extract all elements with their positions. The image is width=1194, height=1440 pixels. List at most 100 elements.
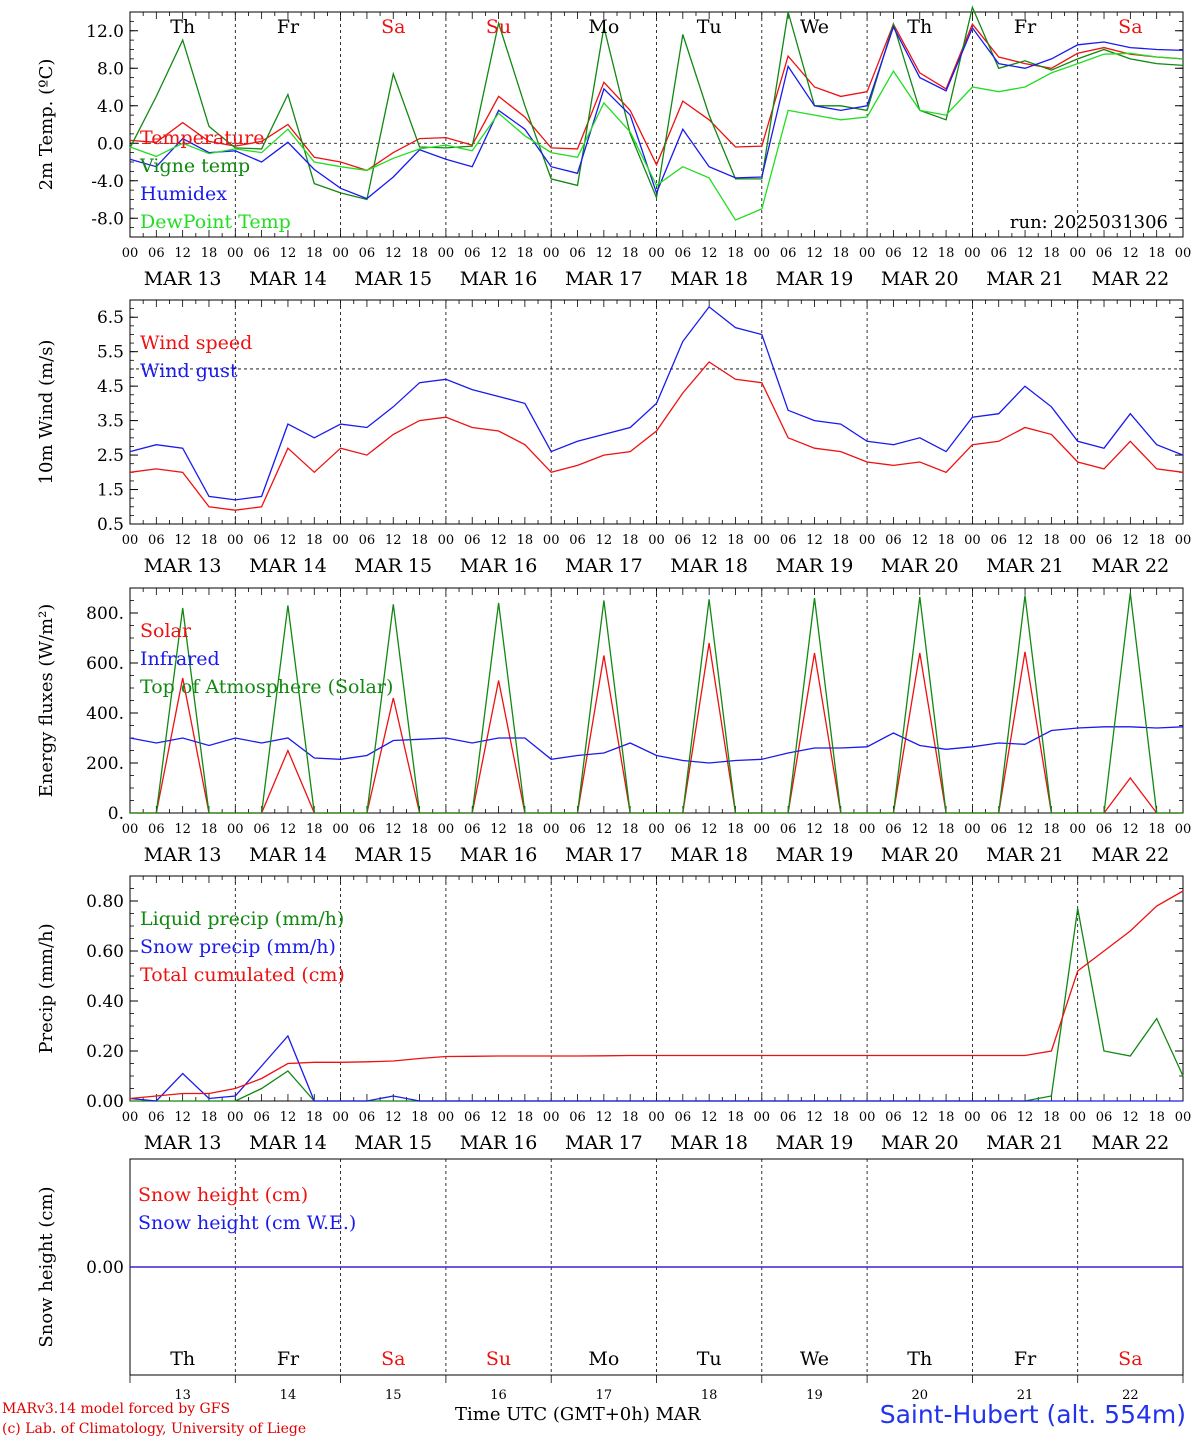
date-label: MAR 18 bbox=[670, 268, 748, 290]
hour-tick-label: 12 bbox=[280, 1110, 297, 1125]
run-annotation: run: 2025031306 bbox=[1010, 212, 1168, 233]
hour-tick-label: 00 bbox=[648, 822, 665, 837]
hour-tick-label: 06 bbox=[1096, 1110, 1113, 1125]
hour-tick-label: 18 bbox=[622, 822, 639, 837]
hour-tick-label: 18 bbox=[411, 246, 428, 261]
hour-tick-label: 06 bbox=[675, 533, 692, 548]
hour-tick-label: 18 bbox=[622, 533, 639, 548]
date-label: MAR 20 bbox=[881, 844, 959, 866]
y-axis-label: Snow height (cm) bbox=[36, 1186, 57, 1347]
y-tick-label: 0.20 bbox=[86, 1042, 124, 1062]
y-tick-label: 8.0 bbox=[97, 59, 124, 79]
hour-tick-label: 12 bbox=[490, 533, 507, 548]
hour-tick-label: 12 bbox=[596, 822, 613, 837]
weekday-label-bottom: Fr bbox=[1014, 1348, 1037, 1370]
hour-tick-label: 12 bbox=[1122, 533, 1139, 548]
hour-tick-label: 00 bbox=[964, 246, 981, 261]
hour-tick-label: 06 bbox=[253, 822, 270, 837]
hour-tick-label: 00 bbox=[1069, 1110, 1086, 1125]
hour-tick-label: 12 bbox=[174, 246, 191, 261]
hour-tick-label: 18 bbox=[517, 1110, 534, 1125]
legend-entry: Wind gust bbox=[140, 360, 238, 382]
weekday-label-bottom: Sa bbox=[381, 1348, 405, 1370]
hour-tick-label: 12 bbox=[911, 1110, 928, 1125]
date-label: MAR 14 bbox=[249, 844, 327, 866]
panel-2: 0.5 1.5 2.5 3.5 4.5 5.5 6.5 10m Wind (m/s) Wind … bbox=[36, 299, 1191, 577]
legend-entry: Snow precip (mm/h) bbox=[140, 936, 336, 958]
date-label: MAR 15 bbox=[354, 268, 432, 290]
date-label: MAR 21 bbox=[986, 555, 1064, 577]
hour-tick-label: 06 bbox=[780, 1110, 797, 1125]
weekday-label-top: Sa bbox=[381, 16, 405, 38]
day-number-label: 17 bbox=[596, 1388, 613, 1403]
hour-tick-label: 00 bbox=[543, 533, 560, 548]
date-label: MAR 22 bbox=[1091, 555, 1169, 577]
y-axis-label: 10m Wind (m/s) bbox=[36, 340, 57, 485]
date-label: MAR 22 bbox=[1091, 268, 1169, 290]
date-label: MAR 18 bbox=[670, 1132, 748, 1154]
hour-tick-label: 06 bbox=[885, 822, 902, 837]
weekday-label-bottom: We bbox=[800, 1348, 829, 1370]
weekday-label-top: Th bbox=[907, 16, 932, 38]
hour-tick-label: 18 bbox=[833, 533, 850, 548]
legend-entry: Wind speed bbox=[140, 332, 252, 354]
hour-tick-label: 06 bbox=[990, 533, 1007, 548]
hour-tick-label: 18 bbox=[833, 1110, 850, 1125]
hour-tick-label: 18 bbox=[727, 246, 744, 261]
hour-tick-label: 18 bbox=[411, 822, 428, 837]
hour-tick-label: 12 bbox=[280, 246, 297, 261]
hour-tick-label: 18 bbox=[938, 246, 955, 261]
hour-tick-label: 06 bbox=[359, 533, 376, 548]
hour-tick-label: 12 bbox=[911, 822, 928, 837]
hour-tick-label: 00 bbox=[859, 1110, 876, 1125]
hour-tick-label: 06 bbox=[464, 1110, 481, 1125]
y-tick-label: 5.5 bbox=[97, 343, 124, 363]
hour-tick-label: 06 bbox=[359, 1110, 376, 1125]
hour-tick-label: 18 bbox=[306, 246, 323, 261]
hour-tick-label: 06 bbox=[569, 822, 586, 837]
hour-tick-label: 18 bbox=[201, 1110, 218, 1125]
hour-tick-label: 12 bbox=[806, 1110, 823, 1125]
weekday-label-bottom: Su bbox=[486, 1348, 511, 1370]
legend-entry: Vigne temp bbox=[139, 155, 250, 177]
plot-frame bbox=[129, 587, 1184, 814]
hour-tick-label: 00 bbox=[964, 822, 981, 837]
panel-5: 0.00 Snow height (cm) Snow height (cm) Snow… bbox=[36, 1158, 1184, 1383]
date-label: MAR 13 bbox=[144, 555, 222, 577]
y-tick-label: 0.80 bbox=[86, 892, 124, 912]
hour-tick-label: 12 bbox=[280, 822, 297, 837]
hour-tick-label: 12 bbox=[490, 822, 507, 837]
hour-tick-label: 18 bbox=[201, 822, 218, 837]
y-axis-label: Energy fluxes (W/m²) bbox=[36, 604, 57, 798]
hour-tick-label: 06 bbox=[885, 246, 902, 261]
hour-tick-label: 12 bbox=[596, 533, 613, 548]
hour-tick-label: 12 bbox=[1017, 1110, 1034, 1125]
hour-tick-label: 12 bbox=[385, 822, 402, 837]
y-tick-label: 800. bbox=[86, 604, 124, 624]
hour-tick-label: 00 bbox=[648, 246, 665, 261]
y-tick-label: 400. bbox=[86, 704, 124, 724]
date-label: MAR 20 bbox=[881, 555, 959, 577]
hour-tick-label: 06 bbox=[569, 533, 586, 548]
date-label: MAR 14 bbox=[249, 268, 327, 290]
y-axis-label: Precip (mm/h) bbox=[36, 923, 57, 1053]
hour-tick-label: 00 bbox=[438, 246, 455, 261]
hour-tick-label: 00 bbox=[1175, 246, 1192, 261]
hour-tick-label: 12 bbox=[701, 1110, 718, 1125]
hour-tick-label: 00 bbox=[332, 1110, 349, 1125]
day-number-label: 16 bbox=[490, 1388, 507, 1403]
legend-entry: Liquid precip (mm/h) bbox=[140, 908, 344, 930]
date-label: MAR 16 bbox=[460, 268, 538, 290]
hour-tick-label: 06 bbox=[148, 246, 165, 261]
hour-tick-label: 18 bbox=[201, 533, 218, 548]
hour-tick-label: 18 bbox=[622, 246, 639, 261]
date-label: MAR 17 bbox=[565, 555, 643, 577]
hour-tick-label: 12 bbox=[490, 1110, 507, 1125]
hour-tick-label: 06 bbox=[148, 822, 165, 837]
y-tick-label: -8.0 bbox=[91, 209, 124, 229]
hour-tick-label: 06 bbox=[253, 1110, 270, 1125]
date-label: MAR 13 bbox=[144, 268, 222, 290]
date-label: MAR 16 bbox=[460, 555, 538, 577]
hour-tick-label: 12 bbox=[596, 246, 613, 261]
hour-tick-label: 12 bbox=[1122, 822, 1139, 837]
